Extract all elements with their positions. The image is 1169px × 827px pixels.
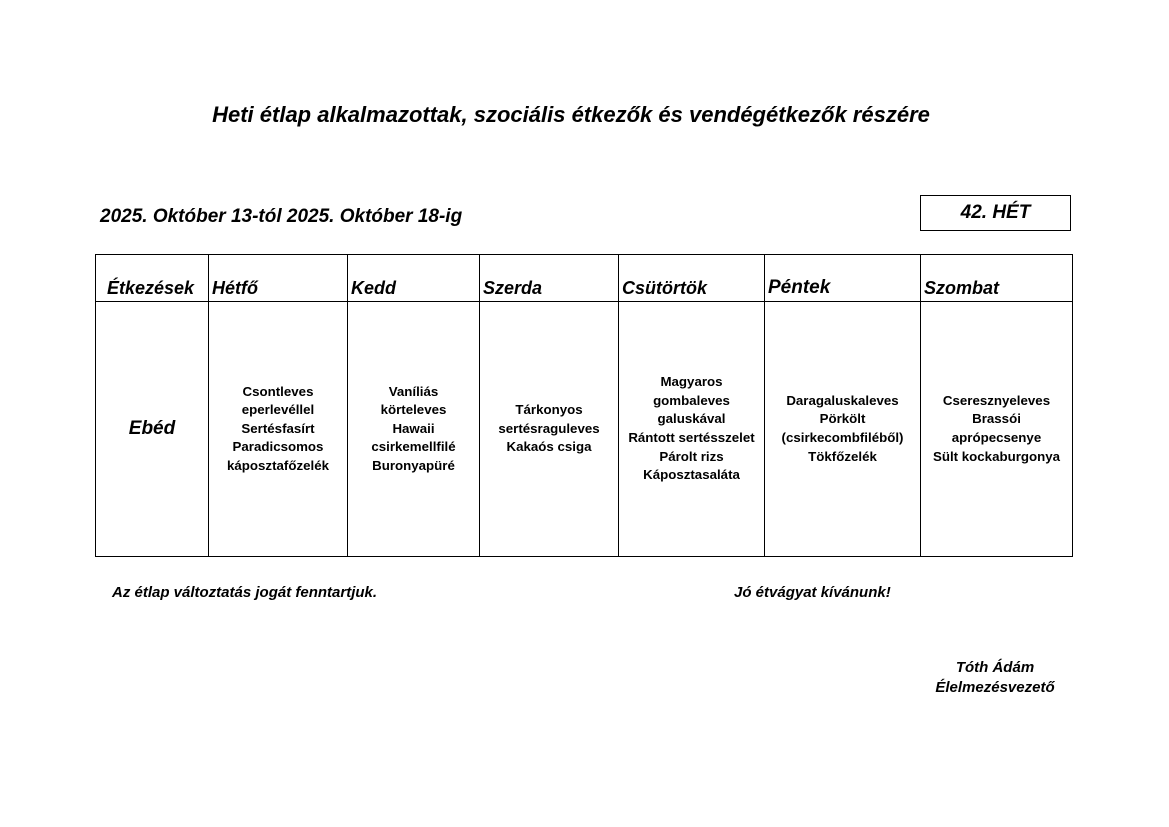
dish-line: (csirkecombfiléből) xyxy=(781,430,904,445)
dish-line: Paradicsomos xyxy=(232,439,324,455)
dish-line: csirkemellfilé xyxy=(371,439,456,455)
lunch-row: Ebéd Csontleves eperlevéllel Sertésfasírt P… xyxy=(95,301,1073,557)
header-saturday: Szombat xyxy=(920,254,1073,302)
dish-line: Buronyapüré xyxy=(372,457,455,473)
dish-line: Hawaii xyxy=(392,420,435,436)
dish-line: sertésraguleves xyxy=(498,420,600,436)
dish-line: Tökfőzelék xyxy=(808,448,877,464)
dish-line: Csontleves xyxy=(242,383,314,399)
signer-name: Tóth Ádám xyxy=(955,659,1035,676)
menu-cell-monday: Csontleves eperlevéllel Sertésfasírt Paradi… xyxy=(208,301,348,557)
dish-line: eperlevéllel xyxy=(241,402,315,418)
dish-line: körteleves xyxy=(380,402,447,418)
dish-line: Rántott sertésszelet xyxy=(628,430,755,445)
page-title: Heti étlap alkalmazottak, szociális étke… xyxy=(212,102,930,127)
date-range: 2025. Október 13-tól 2025. Október 18-ig xyxy=(100,206,463,227)
bon-appetit: Jó étvágyat kívánunk! xyxy=(734,584,891,601)
dish-line: Párolt rizs xyxy=(659,448,724,464)
change-notice: Az étlap változtatás jogát fenntartjuk. xyxy=(112,584,378,601)
dish-line: galuskával xyxy=(657,411,726,427)
menu-table: Étkezések Hétfő Kedd Szerda Csütörtök Pé… xyxy=(95,254,1073,557)
header-row: Étkezések Hétfő Kedd Szerda Csütörtök Pé… xyxy=(95,254,1073,302)
dish-line: gombaleves xyxy=(653,392,730,408)
menu-cell-thursday: Magyaros gombaleves galuskával Rántott sert… xyxy=(618,301,765,557)
dish-line: Daragaluskaleves xyxy=(786,392,899,408)
header-meals: Étkezések xyxy=(95,254,209,302)
menu-cell-friday: Daragaluskaleves Pörkölt (csirkecombfilébő… xyxy=(764,301,921,557)
signer-role: Élelmezésvezető xyxy=(935,679,1055,696)
signature: Tóth Ádám Élelmezésvezető xyxy=(900,658,1090,698)
header-thursday: Csütörtök xyxy=(618,254,765,302)
menu-cell-wednesday: Tárkonyos sertésraguleves Kakaós csiga xyxy=(479,301,619,557)
header-wednesday: Szerda xyxy=(479,254,619,302)
dish-line: Sertésfasírt xyxy=(241,420,315,436)
week-number: 42. HÉT xyxy=(920,195,1071,231)
menu-cell-saturday: Cseresznyeleves Brassói aprópecsenye Sült k… xyxy=(920,301,1073,557)
menu-cell-tuesday: Vaníliás körteleves Hawaii csirkemellfilé Bu… xyxy=(347,301,480,557)
header-friday: Péntek xyxy=(764,254,921,302)
dish-line: aprópecsenye xyxy=(951,430,1042,445)
dish-line: Magyaros xyxy=(660,374,723,390)
dish-line: Brassói xyxy=(972,411,1021,427)
dish-line: Sült kockaburgonya xyxy=(932,448,1061,464)
dish-line: Vaníliás xyxy=(388,383,439,399)
meal-label: Ebéd xyxy=(95,301,209,557)
dish-line: Tárkonyos xyxy=(515,402,583,418)
header-monday: Hétfő xyxy=(208,254,348,302)
header-tuesday: Kedd xyxy=(347,254,480,302)
dish-line: Kakaós csiga xyxy=(506,439,592,455)
dish-line: káposztafőzelék xyxy=(227,457,329,473)
dish-line: Cseresznyeleves xyxy=(942,392,1051,408)
dish-line: Pörkölt xyxy=(819,411,866,427)
dish-line: Káposztasaláta xyxy=(643,467,740,483)
